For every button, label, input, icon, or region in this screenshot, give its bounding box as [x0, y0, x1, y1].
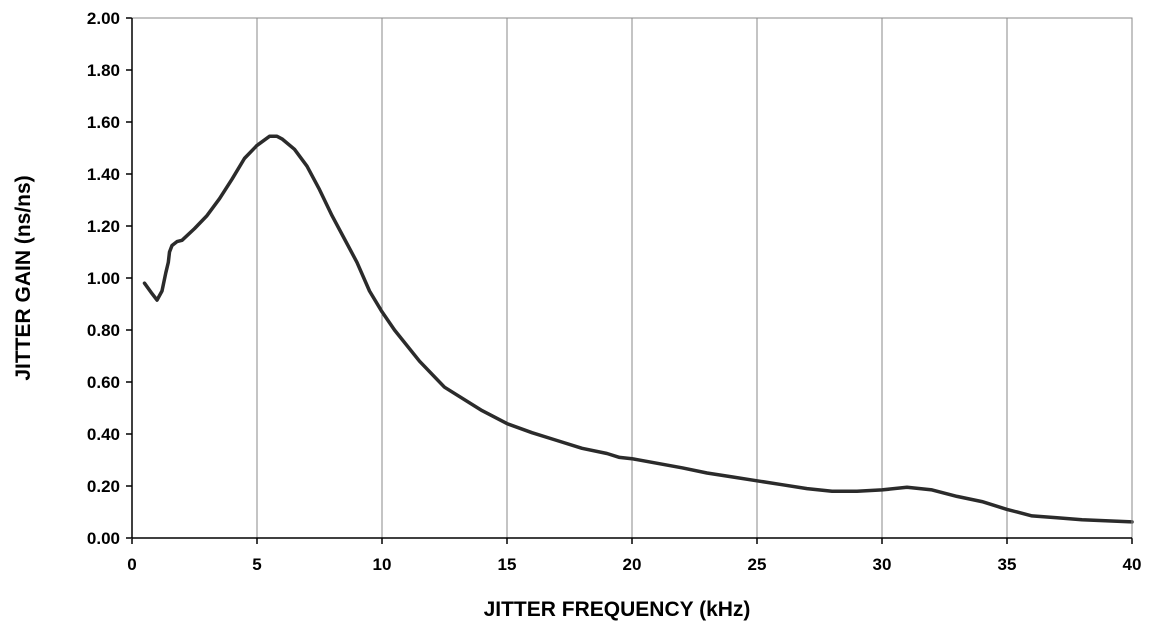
x-tick-label: 40	[1123, 555, 1142, 574]
y-tick-label: 1.60	[87, 113, 120, 132]
y-tick-label: 0.80	[87, 321, 120, 340]
y-tick-label: 2.00	[87, 9, 120, 28]
x-tick-label: 35	[998, 555, 1017, 574]
y-tick-label: 0.60	[87, 373, 120, 392]
x-tick-label: 30	[873, 555, 892, 574]
axes	[126, 17, 1133, 544]
x-tick-label: 10	[373, 555, 392, 574]
x-tick-label: 0	[127, 555, 136, 574]
x-tick-labels: 0 5 10 15 20 25 30 35 40	[127, 555, 1141, 574]
y-tick-label: 1.20	[87, 217, 120, 236]
x-tick-label: 25	[748, 555, 767, 574]
x-tick-label: 5	[252, 555, 261, 574]
y-tick-label: 0.20	[87, 477, 120, 496]
x-tick-label: 15	[498, 555, 517, 574]
x-tick-label: 20	[623, 555, 642, 574]
plot-area	[126, 17, 1134, 544]
y-tick-label: 1.00	[87, 269, 120, 288]
y-tick-label: 0.40	[87, 425, 120, 444]
y-tick-label: 1.40	[87, 165, 120, 184]
y-tick-labels: 0.00 0.20 0.40 0.60 0.80 1.00 1.20 1.40 1.60 1.80…	[87, 9, 120, 548]
y-tick-label: 0.00	[87, 529, 120, 548]
y-axis-title: JITTER GAIN (ns/ns)	[12, 175, 35, 380]
y-tick-label: 1.80	[87, 61, 120, 80]
x-axis-title: JITTER FREQUENCY (kHz)	[484, 598, 751, 621]
jitter-gain-line	[142, 134, 1134, 524]
